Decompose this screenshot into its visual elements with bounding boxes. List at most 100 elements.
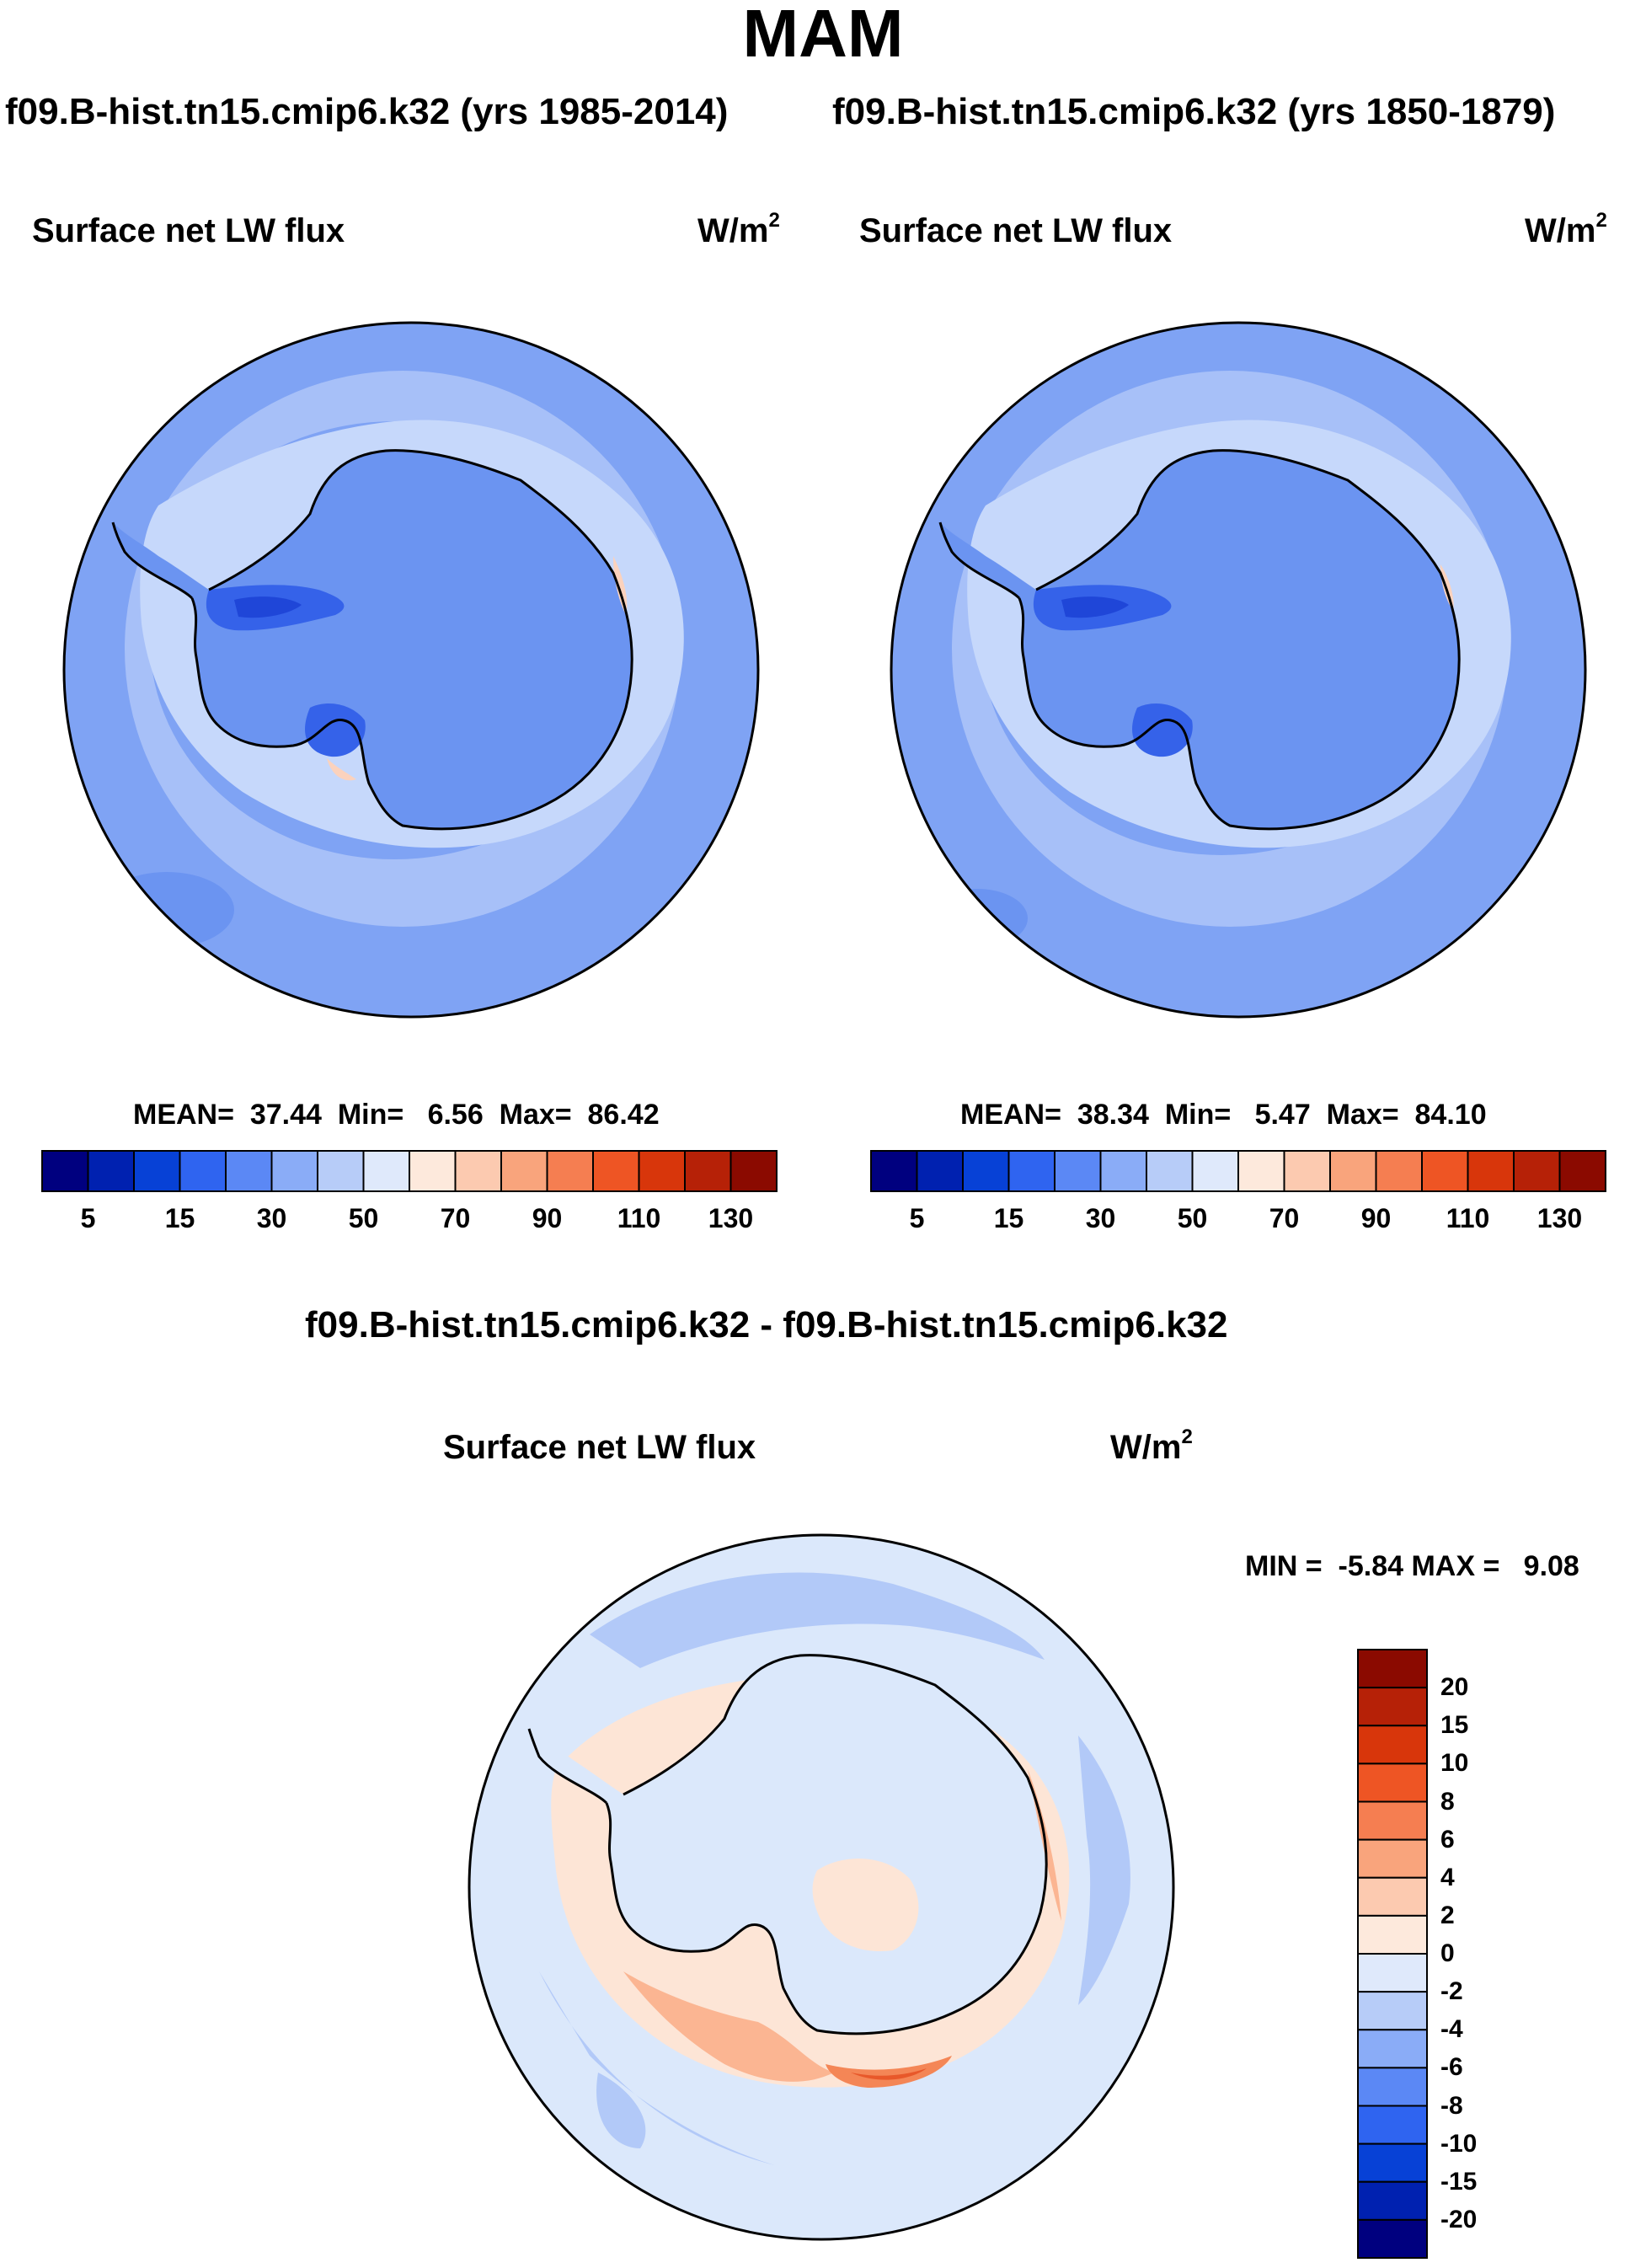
colorbar-panel3-swatch [1357,1876,1428,1917]
colorbar-panel3-tick-label: -10 [1440,2129,1478,2158]
colorbar-panel1-swatch [592,1150,640,1192]
colorbar-panel3-tick-label: 15 [1440,1711,1469,1740]
colorbar-panel1-swatch [317,1150,365,1192]
diff-pos-band-2 [826,2056,952,2088]
colorbar-panel1-swatch [362,1150,410,1192]
colorbar-panel2 [870,1150,1606,1192]
colorbar-panel1-tick-label: 15 [164,1203,195,1233]
colorbar-panel1 [41,1150,778,1192]
colorbar-panel3-swatch [1357,2105,1428,2145]
colorbar-panel2-swatch [1054,1150,1102,1192]
diff-ring [590,1572,1045,1668]
left-case-title: f09.B-hist.tn15.cmip6.k32 (yrs 1985-2014… [5,91,729,132]
colorbar-panel2-swatch [1467,1150,1515,1192]
colorbar-panel3-tick-label: 10 [1440,1749,1469,1778]
colorbar-panel1-tick-label: 110 [617,1203,661,1233]
colorbar-panel3-swatch [1357,1838,1428,1879]
colorbar-panel1-swatch [729,1150,778,1192]
low-band-2 [234,596,302,618]
colorbar-panel3-swatch [1357,1991,1428,2031]
colorbar-panel1-tick-label: 30 [256,1203,287,1233]
colorbar-panel1-swatch [87,1150,135,1192]
diff-pos-band-3 [851,2068,927,2080]
diff-pos-band [623,1971,834,2082]
colorbar-panel3-tick-label: 20 [1440,1673,1469,1702]
colorbar-panel1-swatch [270,1150,318,1192]
colorbar-panel1-ticks: 5 15 30 50 70 90 110 130 [42,1203,777,1237]
low-patch [99,872,234,948]
panel2-units: W/m2 [1525,209,1607,249]
colorbar-panel1-swatch [41,1150,89,1192]
colorbar-panel2-tick-label: 130 [1536,1203,1583,1233]
continent [529,1655,1047,2034]
colorbar-panel3-tick-label: 8 [1440,1787,1455,1816]
colorbar-panel1-swatch [454,1150,502,1192]
panel1-stats: MEAN= 37.44 Min= 6.56 Max= 86.42 [133,1099,660,1131]
colorbar-panel1-swatch [684,1150,732,1192]
colorbar-panel3-tick-label: 2 [1440,1901,1455,1929]
colorbar-panel2-swatch [1237,1150,1285,1192]
colorbar-panel2-tick-label: 50 [1177,1203,1208,1233]
panel1-units: W/m2 [697,209,780,249]
panel3-units: W/m2 [1110,1426,1193,1466]
panel3-stats: MIN = -5.84 MAX = 9.08 [1245,1550,1579,1582]
coastline [527,1654,1048,2035]
colorbar-panel2-tick-label: 110 [1446,1203,1490,1233]
colorbar-panel1-swatch [133,1150,181,1192]
panel2-stats: MEAN= 38.34 Min= 5.47 Max= 84.10 [960,1099,1487,1131]
colorbar-panel3-tick-label: -6 [1440,2053,1463,2082]
colorbar-panel3-tick-label: 4 [1440,1863,1455,1891]
map-panel1 [62,321,760,1019]
colorbar-panel3-swatch [1357,1649,1428,1689]
colorbar-panel3-tick-label: -4 [1440,2015,1463,2044]
season-title: MAM [742,0,904,71]
right-case-title: f09.B-hist.tn15.cmip6.k32 (yrs 1850-1879… [832,91,1556,132]
colorbar-panel3-tick-label: 0 [1440,1939,1455,1967]
colorbar-panel2-tick-label: 15 [993,1203,1024,1233]
colorbar-panel2-swatch [1146,1150,1194,1192]
colorbar-panel1-swatch [225,1150,273,1192]
colorbar-panel2-swatch [1283,1150,1331,1192]
low-area [305,703,366,757]
colorbar-panel2-ticks: 5 15 30 50 70 90 110 130 [871,1203,1606,1237]
diff-ring-2 [1078,1736,1130,2005]
colorbar-panel3-swatch [1357,2218,1428,2259]
colorbar-panel3-tick-label: 6 [1440,1825,1455,1853]
continent [940,450,1460,829]
colorbar-panel3-swatch [1357,1763,1428,1803]
colorbar-panel3-swatch [1357,2142,1428,2183]
map-panel3 [468,1533,1175,2241]
colorbar-panel2-swatch [1421,1150,1469,1192]
colorbar-panel2-swatch [962,1150,1010,1192]
map-border [890,321,1587,1019]
colorbar-panel1-swatch [179,1150,227,1192]
diff-warm-interior [812,1859,919,1951]
panel2-label: Surface net LW flux [859,212,1173,249]
colorbar-panel3-swatch [1357,1687,1428,1727]
colorbar-panel3-ticks: 20 15 10 8 6 4 2 0 -2 -4 -6 -8 -10 -15 -20 [1440,1650,1542,2258]
low-band-2 [1061,596,1129,618]
colorbar-panel3-swatch [1357,1953,1428,1993]
coastline [111,449,633,831]
colorbar-panel2-tick-label: 70 [1269,1203,1300,1233]
colorbar-panel1-swatch [409,1150,457,1192]
colorbar-panel3-tick-label: -2 [1440,1977,1463,2006]
colorbar-panel1-swatch [638,1150,686,1192]
map-border [468,1533,1175,2241]
low-area [1132,703,1193,757]
colorbar-panel2-tick-label: 5 [909,1203,925,1233]
panel1-label: Surface net LW flux [32,212,345,249]
diff-neg-patch [596,2073,646,2148]
colorbar-panel2-swatch [1191,1150,1239,1192]
colorbar-panel2-swatch [1099,1150,1147,1192]
colorbar-panel1-swatch [500,1150,548,1192]
continent [113,450,633,829]
colorbar-panel2-swatch [1558,1150,1606,1192]
colorbar-panel3-swatch [1357,2029,1428,2069]
colorbar-panel1-tick-label: 70 [440,1203,471,1233]
map-border [62,321,760,1019]
colorbar-panel2-swatch [916,1150,964,1192]
colorbar-panel1-tick-label: 90 [532,1203,563,1233]
colorbar-panel2-swatch [870,1150,918,1192]
colorbar-panel3-swatch [1357,1725,1428,1765]
